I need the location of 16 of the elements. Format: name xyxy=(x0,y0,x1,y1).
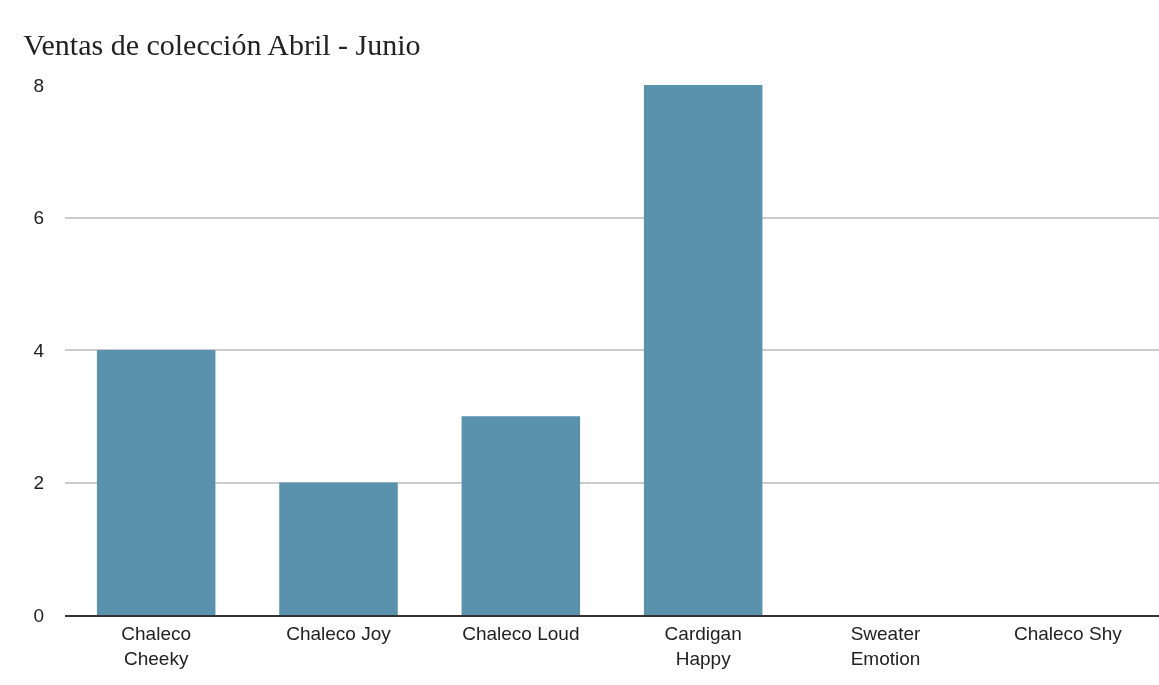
x-tick-label: Chaleco Loud xyxy=(462,622,580,644)
bar xyxy=(461,416,581,615)
y-tick-label: 4 xyxy=(33,339,45,361)
y-tick-label: 0 xyxy=(33,604,44,626)
x-tick-label: Cardigan Happy xyxy=(664,622,742,669)
bar xyxy=(279,482,398,615)
y-tick-label: 2 xyxy=(33,472,44,494)
x-tick-label: Sweater Emotion xyxy=(850,622,922,669)
chart-title: Ventas de colección Abril - Junio xyxy=(23,28,421,62)
x-tick-label: Chaleco Joy xyxy=(286,622,392,644)
bar xyxy=(643,85,763,615)
y-tick-label: 6 xyxy=(33,207,44,229)
x-tick-label: Chaleco Cheeky xyxy=(121,622,192,669)
bar xyxy=(96,350,216,615)
y-tick-label: 8 xyxy=(33,74,44,96)
x-tick-label: Chaleco Shy xyxy=(1013,622,1123,644)
